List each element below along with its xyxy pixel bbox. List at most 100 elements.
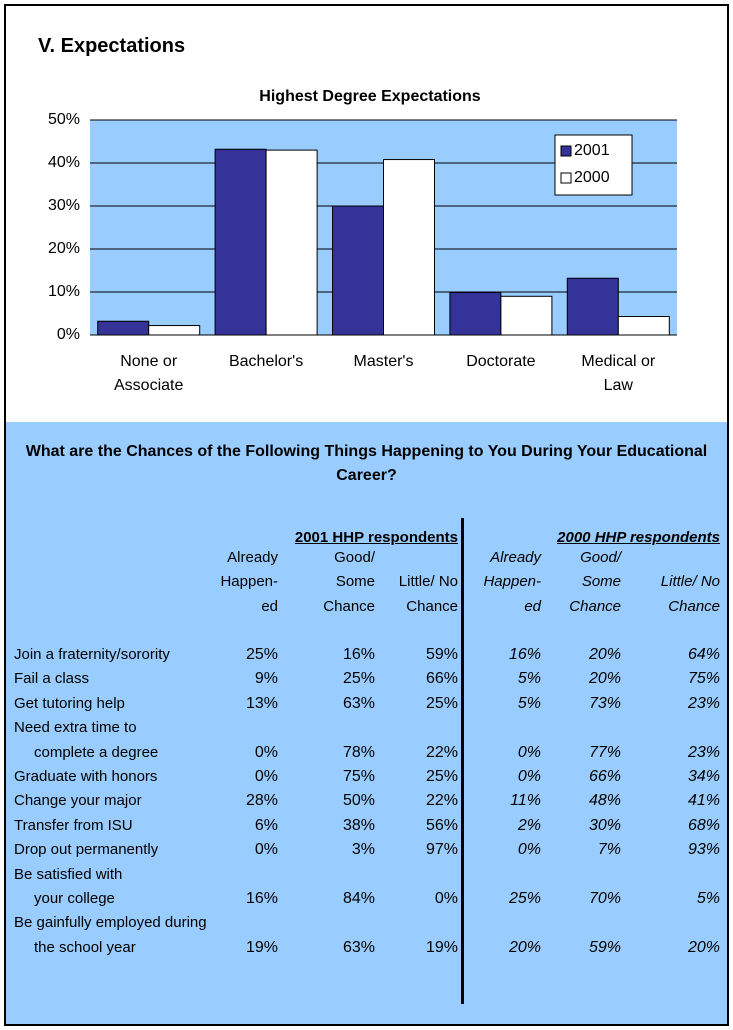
cell-value: 0% xyxy=(517,768,541,785)
frame xyxy=(4,4,729,1026)
bar xyxy=(449,291,502,336)
cell-value: 0% xyxy=(517,841,541,859)
bar xyxy=(332,205,384,336)
cell-value: 0% xyxy=(254,768,278,785)
cell-value: 59% xyxy=(588,938,621,956)
cell-value: 5% xyxy=(696,890,720,907)
cell-value: 68% xyxy=(687,816,720,834)
y-tick-label: 0% xyxy=(57,326,80,343)
section-title: V. Expectations xyxy=(38,35,186,57)
legend-swatch xyxy=(560,172,572,184)
row-label: complete a degree xyxy=(34,743,159,761)
column-header: Little/ No xyxy=(398,573,458,591)
cell-value: 64% xyxy=(687,646,720,663)
cell-value: 38% xyxy=(342,816,375,834)
table-title: What are the Chances of the Following Th… xyxy=(25,443,708,484)
bar xyxy=(566,277,619,336)
cell-value: 20% xyxy=(588,646,621,663)
row-label: Get tutoring help xyxy=(14,694,125,712)
row-label: the school year xyxy=(34,938,136,956)
column-header: Some xyxy=(335,573,375,591)
legend-label: 2000 xyxy=(574,169,610,186)
column-header: Good/ xyxy=(334,549,375,566)
cell-value: 30% xyxy=(588,816,621,834)
cell-value: 48% xyxy=(588,792,621,810)
column-header: Good/ xyxy=(580,549,621,566)
row-label: your college xyxy=(34,890,115,907)
cell-value: 59% xyxy=(425,646,458,663)
cell-value: 66% xyxy=(425,670,458,688)
row-label: Fail a class xyxy=(14,670,90,688)
cell-value: 93% xyxy=(687,841,720,859)
cell-value: 11% xyxy=(510,792,541,810)
cell-value: 5% xyxy=(517,670,541,688)
row-label: Change your major xyxy=(14,792,142,810)
cell-value: 9% xyxy=(254,670,278,688)
group-header: 2001 HHP respondents xyxy=(294,529,458,546)
column-header: Chance xyxy=(323,597,375,615)
cell-value: 5% xyxy=(517,694,541,712)
cell-value: 34% xyxy=(687,768,720,785)
group-header: 2000 HHP respondents xyxy=(557,529,720,546)
y-tick-label: 40% xyxy=(48,154,80,171)
cell-value: 23% xyxy=(687,743,720,761)
cell-value: 25% xyxy=(342,670,375,688)
cell-value: 97% xyxy=(425,841,458,859)
cell-value: 25% xyxy=(425,694,458,712)
row-label: Drop out permanently xyxy=(14,841,159,859)
bar xyxy=(383,159,435,336)
cell-value: 3% xyxy=(351,841,375,859)
cell-value: 77% xyxy=(588,743,621,761)
cell-value: 66% xyxy=(588,768,621,785)
column-header: ed xyxy=(261,597,278,615)
column-separator xyxy=(461,518,464,1004)
column-header: Chance xyxy=(668,597,720,615)
cell-value: 78% xyxy=(342,743,375,761)
row-label: Join a fraternity/sorority xyxy=(14,646,170,663)
y-tick-label: 50% xyxy=(48,111,80,128)
table-background xyxy=(6,422,727,1024)
column-header: Little/ No xyxy=(660,573,720,591)
bar xyxy=(97,320,150,336)
cell-value: 19% xyxy=(245,938,278,956)
column-header: Already xyxy=(490,549,541,566)
cell-value: 75% xyxy=(342,768,375,785)
row-label: Need extra time to xyxy=(14,719,137,737)
cell-value: 0% xyxy=(434,890,458,907)
column-header: Happen- xyxy=(483,573,541,591)
column-header: Happen- xyxy=(220,573,278,591)
cell-value: 63% xyxy=(342,694,375,712)
x-tick-label: None or Associate xyxy=(114,353,184,394)
cell-value: 16% xyxy=(342,646,375,663)
row-label: Be satisfied with xyxy=(14,865,123,883)
cell-value: 75% xyxy=(687,670,720,688)
cell-value: 19% xyxy=(425,938,458,956)
column-header: Some xyxy=(581,573,621,591)
cell-value: 13% xyxy=(245,694,278,712)
cell-value: 23% xyxy=(687,694,720,712)
cell-value: 25% xyxy=(425,768,458,785)
bar xyxy=(617,316,670,336)
legend-box xyxy=(554,134,633,196)
bar xyxy=(214,148,267,336)
cell-value: 0% xyxy=(254,743,278,761)
column-header: ed xyxy=(524,597,541,615)
cell-value: 20% xyxy=(508,938,541,956)
cell-value: 41% xyxy=(687,792,720,810)
cell-value: 20% xyxy=(588,670,621,688)
bar xyxy=(148,325,201,336)
y-tick-label: 20% xyxy=(48,240,80,257)
cell-value: 2% xyxy=(517,816,541,834)
cell-value: 28% xyxy=(245,792,278,810)
x-tick-label: Bachelor's xyxy=(228,353,304,370)
column-header: Chance xyxy=(406,597,458,615)
y-tick-label: 10% xyxy=(48,283,80,300)
cell-value: 0% xyxy=(254,841,278,859)
cell-value: 25% xyxy=(508,890,541,907)
cell-value: 63% xyxy=(342,938,375,956)
x-tick-label: Master's xyxy=(353,353,414,370)
cell-value: 73% xyxy=(588,694,621,712)
cell-value: 56% xyxy=(425,816,458,834)
y-tick-label: 30% xyxy=(48,197,80,214)
